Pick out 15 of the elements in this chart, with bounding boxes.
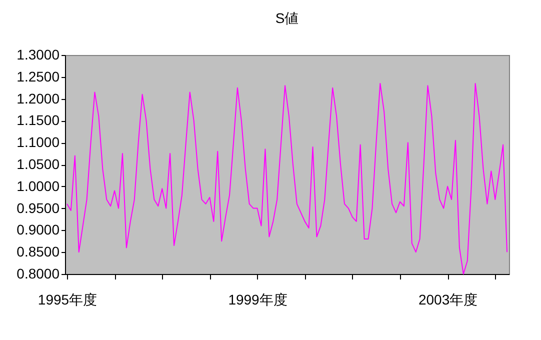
chart-title: S値 bbox=[275, 10, 299, 26]
y-tick-label: 1.0000 bbox=[16, 178, 60, 194]
y-tick-label: 1.2500 bbox=[16, 68, 60, 84]
x-tick-label: 2003年度 bbox=[418, 292, 478, 308]
y-tick-label: 1.0500 bbox=[16, 156, 60, 172]
y-tick-label: 1.2000 bbox=[16, 90, 60, 106]
y-tick-label: 0.8000 bbox=[16, 266, 60, 282]
y-tick-label: 1.1500 bbox=[16, 112, 60, 128]
y-tick-label: 1.3000 bbox=[16, 46, 60, 62]
y-tick-label: 0.9000 bbox=[16, 222, 60, 238]
y-tick-label: 0.8500 bbox=[16, 244, 60, 260]
y-tick-label: 0.9500 bbox=[16, 200, 60, 216]
x-tick-label: 1995年度 bbox=[38, 292, 98, 308]
x-tick-label: 1999年度 bbox=[228, 292, 288, 308]
y-tick-label: 1.1000 bbox=[16, 134, 60, 150]
